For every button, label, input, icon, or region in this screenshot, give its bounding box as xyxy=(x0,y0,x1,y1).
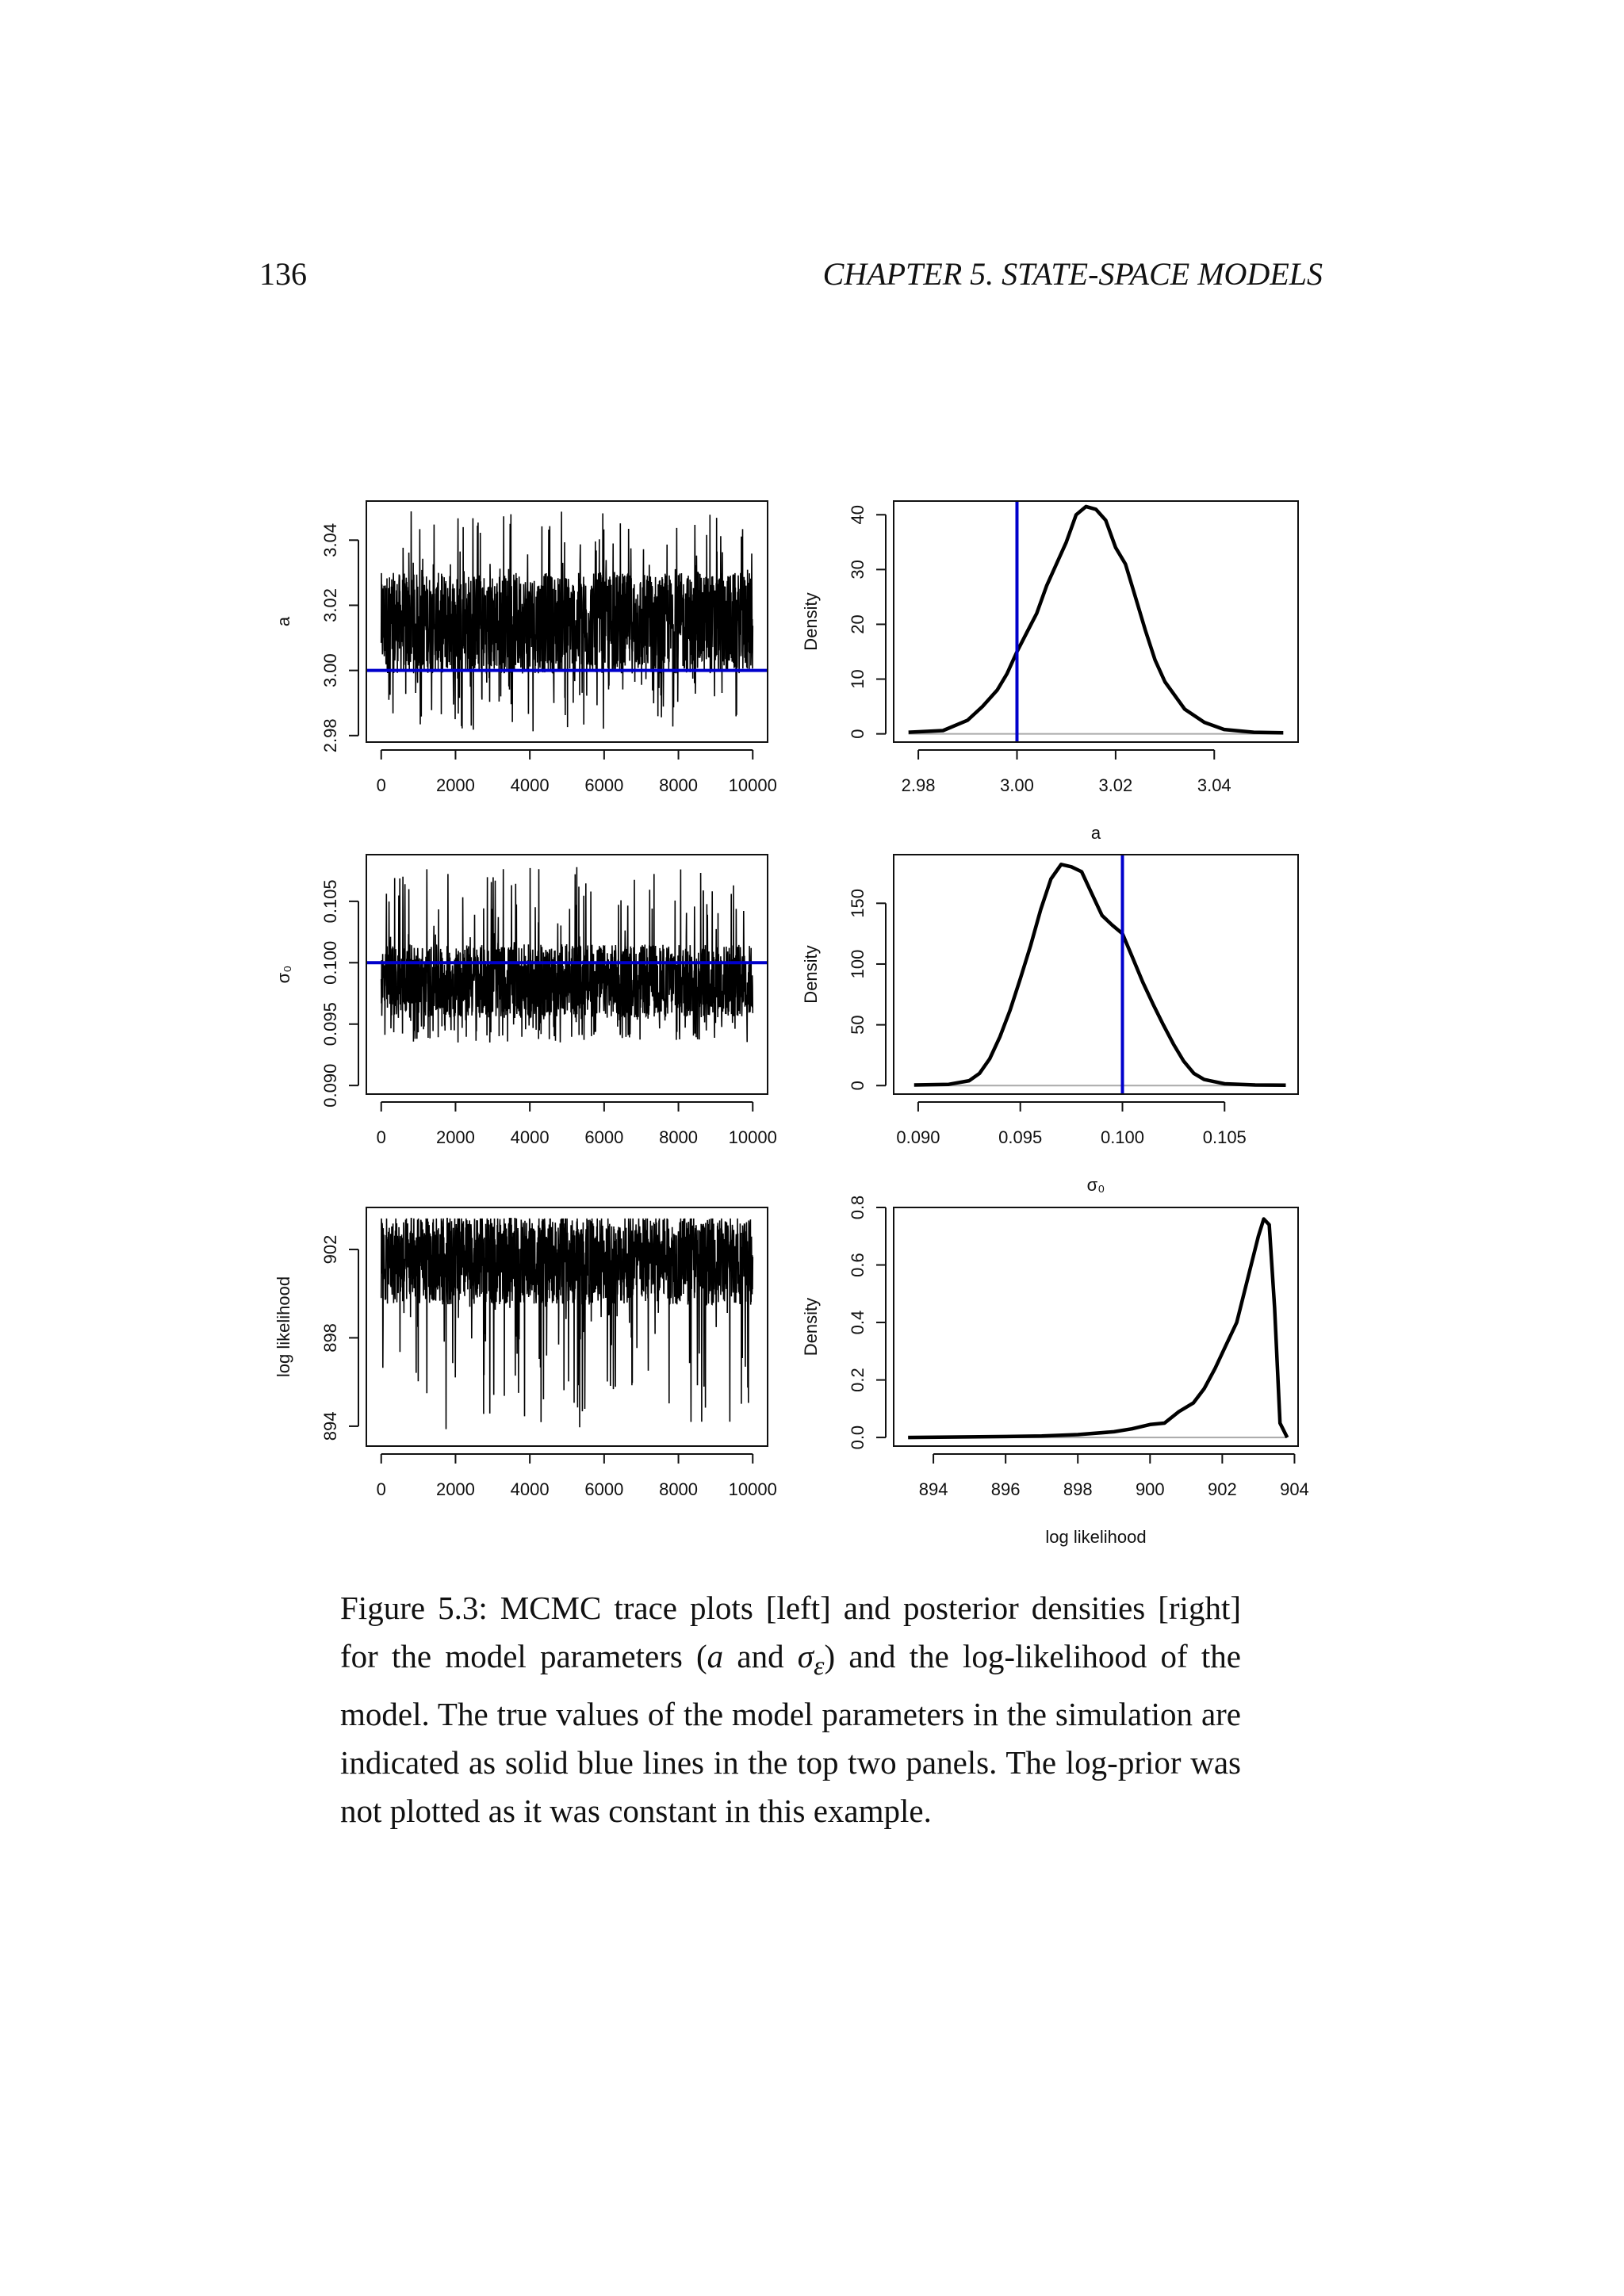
y-tick-label: 0.0 xyxy=(848,1425,868,1450)
y-tick-label: 0.090 xyxy=(320,1064,340,1108)
y-tick-label: 3.00 xyxy=(320,653,340,687)
y-axis-label: Density xyxy=(801,945,821,1003)
x-tick-label: 4000 xyxy=(511,775,550,795)
y-tick-label: 0 xyxy=(848,1081,868,1090)
density-curve xyxy=(908,504,1284,735)
x-tick-label: 3.00 xyxy=(1000,775,1034,795)
x-tick-label: 0 xyxy=(377,1479,386,1499)
y-tick-label: 100 xyxy=(848,950,868,979)
y-tick-label: 3.02 xyxy=(320,588,340,622)
plot-frame xyxy=(366,854,768,1095)
caption-text-2: and xyxy=(723,1638,798,1674)
y-tick-label: 10 xyxy=(848,669,868,688)
caption-symbol-sigma: σ xyxy=(797,1638,814,1674)
x-tick-label: 10000 xyxy=(729,1479,777,1499)
y-tick-label: 894 xyxy=(320,1412,340,1441)
x-tick-label: 2000 xyxy=(436,1479,475,1499)
x-tick-label: 6000 xyxy=(584,775,623,795)
x-tick-label: 4000 xyxy=(511,1127,550,1147)
y-tick-label: 0.6 xyxy=(848,1253,868,1277)
page-number: 136 xyxy=(259,256,307,292)
y-tick-label: 20 xyxy=(848,614,868,633)
trace-line xyxy=(380,867,754,1043)
chart-trace-sigma: 0 2000 4000 6000 8000 10000 0.090 0.095 0.100 0.1… xyxy=(274,854,777,1147)
x-tick-label: 0.105 xyxy=(1203,1127,1247,1147)
x-tick-label: 8000 xyxy=(659,1127,698,1147)
x-tick-label: 4000 xyxy=(511,1479,550,1499)
caption-label: Figure 5.3: xyxy=(340,1590,488,1626)
caption-symbol-a: a xyxy=(707,1638,724,1674)
y-tick-label: 50 xyxy=(848,1015,868,1034)
trace-line xyxy=(380,1218,754,1429)
y-tick-label: 150 xyxy=(848,889,868,918)
y-axis-label: Density xyxy=(801,592,821,650)
x-tick-label: 6000 xyxy=(584,1479,623,1499)
x-axis-label: σ₀ xyxy=(1087,1175,1105,1195)
x-tick-label: 6000 xyxy=(584,1127,623,1147)
x-tick-label: 2.98 xyxy=(902,775,936,795)
plot-frame xyxy=(366,1207,768,1447)
y-tick-label: 30 xyxy=(848,560,868,579)
caption-symbol-sigma-sub: ε xyxy=(814,1651,825,1682)
x-tick-label: 0 xyxy=(377,775,386,795)
y-tick-label: 0.105 xyxy=(320,879,340,923)
x-tick-label: 0 xyxy=(377,1127,386,1147)
y-tick-label: 898 xyxy=(320,1323,340,1353)
x-tick-label: 902 xyxy=(1208,1479,1237,1499)
x-tick-label: 8000 xyxy=(659,1479,698,1499)
plot-frame xyxy=(893,854,1299,1095)
density-curve xyxy=(914,863,1286,1088)
chapter-header: CHAPTER 5. STATE-SPACE MODELS xyxy=(822,256,1323,292)
x-tick-label: 8000 xyxy=(659,775,698,795)
y-axis-label: Density xyxy=(801,1298,821,1356)
chart-density-sigma: 0.090 0.095 0.100 0.105 0 50 100 150 σ₀ Density xyxy=(801,854,1299,1195)
y-tick-label: 0.8 xyxy=(848,1196,868,1220)
x-tick-label: 904 xyxy=(1280,1479,1309,1499)
y-tick-label: 40 xyxy=(848,505,868,524)
caption-text-1: MCMC trace plots [left] and posterior de… xyxy=(340,1590,1241,1674)
x-tick-label: 896 xyxy=(991,1479,1021,1499)
x-tick-label: 2000 xyxy=(436,1127,475,1147)
density-curve xyxy=(908,1217,1289,1440)
plot-frame xyxy=(893,1207,1299,1447)
mcmc-figure: 0 2000 4000 6000 8000 100002.983.003.023.04a2… xyxy=(274,500,1309,1547)
x-tick-label: 0.090 xyxy=(896,1127,940,1147)
y-tick-label: 0.095 xyxy=(320,1002,340,1046)
y-tick-label: 0.2 xyxy=(848,1368,868,1392)
x-tick-label: 900 xyxy=(1136,1479,1165,1499)
x-tick-label: 3.04 xyxy=(1197,775,1231,795)
x-axis-label: a xyxy=(1091,823,1101,843)
x-axis-label: log likelihood xyxy=(1045,1527,1146,1547)
y-tick-label: 3.04 xyxy=(320,523,340,557)
x-tick-label: 10000 xyxy=(729,775,777,795)
y-axis-label: a xyxy=(274,616,293,626)
chart-density-loglik: 894 896 898 900 902 904 0.0 0.2 0.4 0.6 0.8 log lik… xyxy=(801,1196,1309,1547)
x-tick-label: 2000 xyxy=(436,775,475,795)
figure-caption: Figure 5.3: MCMC trace plots [left] and … xyxy=(340,1584,1241,1835)
x-tick-label: 898 xyxy=(1063,1479,1093,1499)
y-tick-label: 0.100 xyxy=(320,941,340,985)
chart-trace-loglik: 0 2000 4000 6000 8000 10000 894 898 902 log likel… xyxy=(274,1207,777,1499)
y-tick-label: 0.4 xyxy=(848,1311,868,1335)
y-tick-label: 902 xyxy=(320,1235,340,1265)
x-tick-label: 3.02 xyxy=(1098,775,1132,795)
x-tick-label: 0.100 xyxy=(1101,1127,1144,1147)
plot-frame xyxy=(366,500,768,743)
chart-trace-a: 0 2000 4000 6000 8000 10000 2.98 3.00 3.02 3.04 a xyxy=(274,500,777,795)
y-axis-label: σ₀ xyxy=(274,966,293,984)
y-tick-label: 2.98 xyxy=(320,718,340,752)
x-tick-label: 10000 xyxy=(729,1127,777,1147)
y-axis-label: log likelihood xyxy=(274,1276,293,1377)
y-tick-label: 0 xyxy=(848,729,868,739)
caption-text-3: ) and the log-likelihood of the model. T… xyxy=(340,1638,1241,1830)
plot-frame xyxy=(893,500,1299,743)
chart-density-a: 2.98 3.00 3.02 3.04 0 10 20 30 40 a Density xyxy=(801,500,1299,843)
x-tick-label: 894 xyxy=(919,1479,948,1499)
x-tick-label: 0.095 xyxy=(998,1127,1042,1147)
trace-line xyxy=(380,511,754,732)
